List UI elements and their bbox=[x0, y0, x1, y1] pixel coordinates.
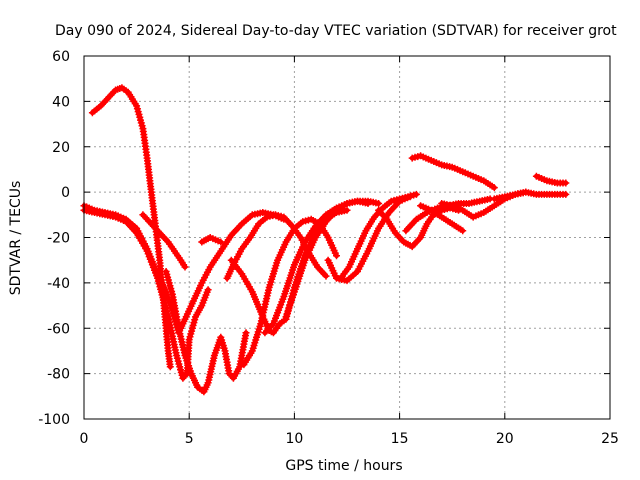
series-markers bbox=[162, 268, 250, 396]
x-tick-label: 20 bbox=[496, 431, 514, 447]
series-arc-4 bbox=[139, 211, 189, 271]
x-tick-label: 25 bbox=[601, 431, 619, 447]
series-arc-6 bbox=[198, 234, 225, 246]
y-tick-label: -40 bbox=[47, 276, 70, 292]
x-axis-label: GPS time / hours bbox=[285, 458, 402, 474]
tick-marks bbox=[83, 55, 611, 420]
series-markers bbox=[80, 206, 212, 382]
series-markers bbox=[532, 172, 570, 187]
series-arc-11 bbox=[282, 197, 383, 321]
y-tick-label: 20 bbox=[52, 140, 70, 156]
series-markers bbox=[198, 234, 225, 246]
y-tick-labels: -100 -80 -60 -40 -20 0 20 40 60 bbox=[38, 49, 70, 428]
series-line bbox=[409, 153, 497, 191]
series-arc-16 bbox=[417, 202, 467, 235]
series-arc-19 bbox=[490, 188, 570, 203]
x-tick-label: 0 bbox=[80, 431, 89, 447]
y-tick-label: -20 bbox=[47, 231, 70, 247]
series-markers bbox=[417, 202, 467, 235]
y-tick-label: 60 bbox=[52, 49, 70, 65]
chart-title: Day 090 of 2024, Sidereal Day-to-day VTE… bbox=[55, 23, 617, 39]
y-tick-label: 0 bbox=[61, 185, 70, 201]
x-tick-labels: 0 5 10 15 20 25 bbox=[80, 431, 619, 447]
x-tick-label: 5 bbox=[185, 431, 194, 447]
series-arc-5 bbox=[162, 268, 250, 396]
y-tick-label: -100 bbox=[38, 412, 70, 428]
series-markers bbox=[490, 188, 570, 203]
series-arc-17 bbox=[408, 152, 498, 192]
y-axis-label: SDTVAR / TECUs bbox=[8, 181, 24, 296]
x-tick-label: 10 bbox=[285, 431, 303, 447]
series-markers bbox=[282, 197, 383, 321]
series-line bbox=[81, 207, 211, 381]
x-tick-label: 15 bbox=[391, 431, 409, 447]
series-markers bbox=[408, 152, 498, 192]
y-tick-label: -80 bbox=[47, 367, 70, 383]
series-arc-20 bbox=[532, 172, 570, 187]
series-markers bbox=[139, 211, 189, 271]
series-markers bbox=[324, 193, 414, 285]
y-tick-label: -60 bbox=[47, 321, 70, 337]
y-tick-label: 40 bbox=[52, 94, 70, 110]
series-arc-2 bbox=[80, 206, 212, 382]
data-series bbox=[80, 84, 570, 396]
